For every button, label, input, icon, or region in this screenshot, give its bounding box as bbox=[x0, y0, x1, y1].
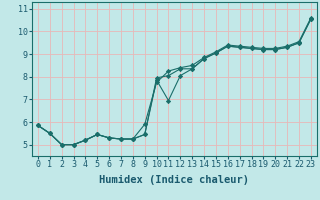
X-axis label: Humidex (Indice chaleur): Humidex (Indice chaleur) bbox=[100, 175, 249, 185]
